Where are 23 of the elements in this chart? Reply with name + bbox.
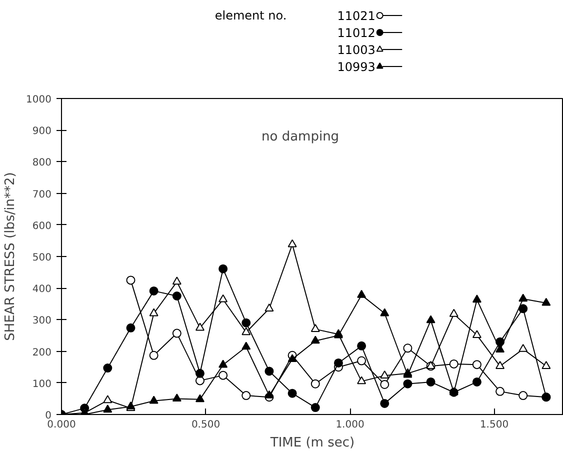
y-tick-label: 200 — [32, 347, 52, 358]
y-tick-label: 1000 — [26, 94, 52, 106]
y-tick-label: 700 — [32, 189, 52, 200]
y-axis-title: SHEAR STRESS (lbs/in**2) — [3, 172, 18, 341]
y-tick-label: 100 — [32, 378, 52, 390]
legend-label: 10993 — [337, 60, 376, 74]
legend-label: 11012 — [337, 26, 376, 40]
y-tick-label: 300 — [32, 316, 52, 327]
y-tick-label: 0 — [45, 410, 52, 422]
y-tick-label: 900 — [32, 126, 52, 138]
x-axis-title: TIME (m sec) — [269, 436, 355, 450]
x-tick-label: 0.500 — [191, 420, 220, 430]
x-tick-label: 0.000 — [47, 420, 76, 430]
legend-label: 11003 — [337, 43, 376, 57]
y-tick-label: 500 — [32, 252, 52, 264]
x-tick-label: 1.000 — [336, 420, 364, 430]
y-tick-label: 600 — [32, 220, 52, 232]
legend-title: element no. — [214, 8, 287, 22]
annotation: no damping — [262, 130, 340, 144]
x-tick-label: 1.500 — [480, 420, 509, 430]
y-tick-label: 400 — [32, 284, 52, 296]
y-tick-label: 800 — [32, 158, 52, 169]
legend-label: 11021 — [337, 9, 376, 23]
